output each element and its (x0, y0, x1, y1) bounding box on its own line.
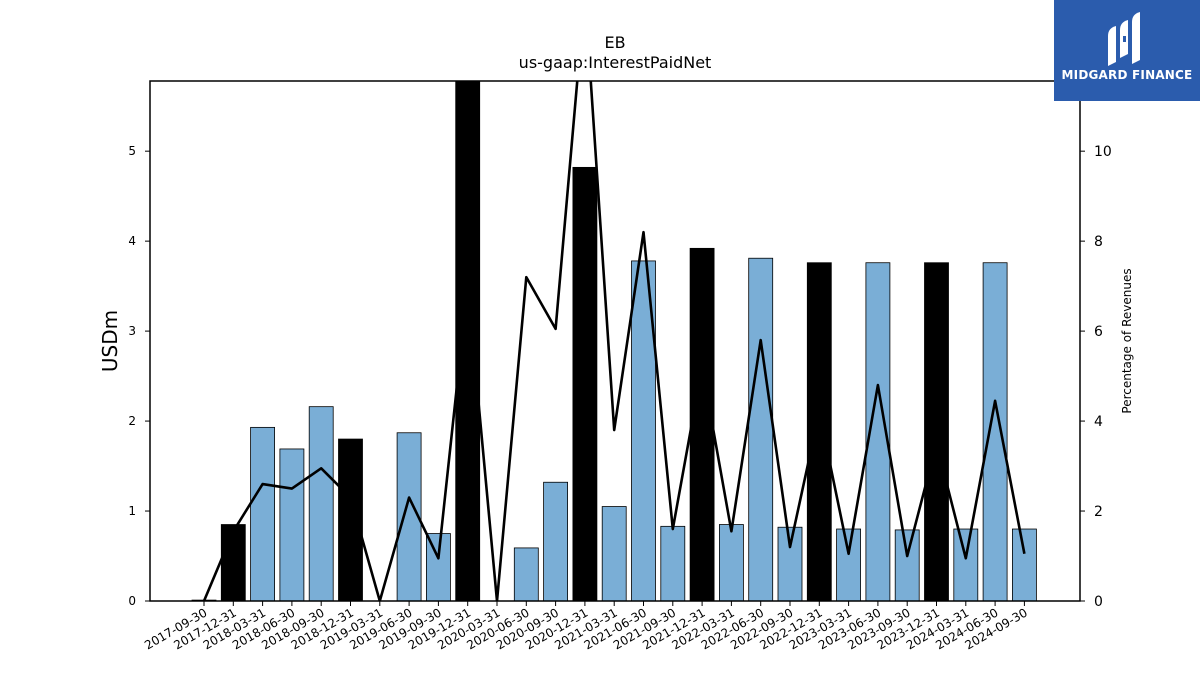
y-tick-label-right-4: 4 (1094, 414, 1103, 430)
y-tick-label-left-2: 2 (128, 414, 136, 428)
bar-2024-03-31 (953, 528, 979, 601)
chart-subtitle: us-gaap:InterestPaidNet (519, 53, 712, 72)
bar-2018-09-30 (308, 406, 334, 601)
bar-2023-09-30 (894, 529, 920, 601)
y-tick-label-left-1: 1 (128, 504, 136, 518)
plot-frame (149, 80, 1081, 602)
bar-2022-03-31 (719, 524, 744, 601)
bar-2020-06-30 (513, 547, 539, 601)
bar-2021-12-31 (689, 247, 715, 601)
bar-2024-09-30 (1012, 528, 1037, 601)
y-axis-label-right: Percentage of Revenues (1120, 268, 1134, 413)
y-tick-label-left-0: 0 (128, 594, 136, 608)
bar-2023-03-31 (836, 528, 861, 601)
y-tick-label-right-8: 8 (1094, 234, 1103, 250)
bar-2017-12-31 (220, 524, 246, 601)
logo-mark-icon (1108, 12, 1140, 66)
bar-2020-12-31 (572, 166, 598, 601)
plot-area: 01234502468102017-09-302017-12-312018-03… (128, 80, 1112, 652)
bar-2020-09-30 (543, 481, 568, 601)
brand-logo: MIDGARD FINANCE (1054, 0, 1200, 101)
bar-2018-03-31 (250, 426, 276, 601)
y-tick-label-left-5: 5 (128, 144, 136, 158)
bar-2018-06-30 (279, 448, 305, 601)
bar-2022-06-30 (748, 257, 774, 601)
y-tick-label-right-2: 2 (1094, 504, 1103, 520)
y-tick-label-right-6: 6 (1094, 324, 1103, 340)
line-series (202, 81, 1026, 601)
bar-2019-12-31 (455, 81, 481, 601)
bar-2023-12-31 (924, 262, 949, 601)
logo-text: MIDGARD FINANCE (1061, 68, 1193, 82)
bar-2021-03-31 (601, 506, 627, 601)
bar-2024-06-30 (982, 262, 1008, 601)
y-axis-label-left: USDm (98, 310, 122, 372)
y-tick-label-left-4: 4 (128, 234, 136, 248)
bar-2018-12-31 (338, 438, 363, 601)
bar-2021-09-30 (660, 525, 686, 601)
bar-2022-12-31 (806, 262, 832, 601)
y-tick-label-right-0: 0 (1094, 594, 1103, 610)
chart-title: EB (604, 33, 625, 52)
bar-series (191, 81, 1037, 601)
y-tick-label-right-10: 10 (1094, 144, 1112, 160)
line-series-group (202, 81, 1026, 601)
y-tick-label-left-3: 3 (128, 324, 136, 338)
bar-2019-09-30 (425, 533, 451, 601)
